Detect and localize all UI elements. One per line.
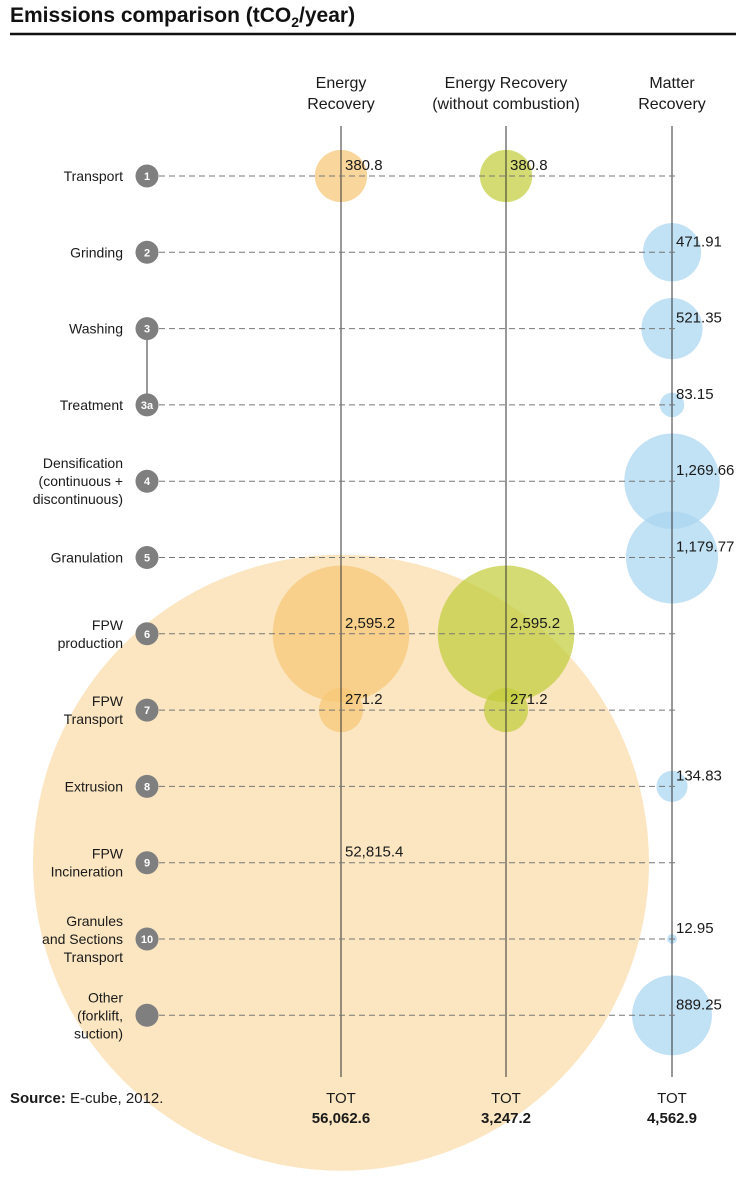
chart-title-main: Emissions comparison (tCO	[10, 4, 291, 27]
row-label-10-line-2: Incineration	[51, 864, 123, 880]
value-label-row-7-energy_nc: 2,595.2	[510, 615, 560, 632]
chart-title: Emissions comparison (tCO2/year)	[10, 4, 355, 30]
step-marker-2	[135, 240, 159, 264]
total-label-energy: TOT	[326, 1090, 356, 1107]
step-number-4: 3a	[141, 400, 154, 412]
step-marker-7	[135, 622, 159, 646]
row-label-8-line-2: Transport	[64, 711, 124, 727]
value-label-row-1-energy: 380.8	[345, 157, 383, 174]
value-label-row-5-matter: 1,269.66	[676, 462, 734, 479]
chart-title-subscript: 2	[291, 14, 299, 30]
step-number-10: 9	[144, 858, 150, 870]
total-value-matter: 4,562.9	[647, 1110, 697, 1127]
value-label-row-8-energy: 271.2	[345, 691, 383, 708]
row-label-12-line-2: (forklift,	[77, 1007, 123, 1023]
step-number-11: 10	[141, 934, 153, 946]
step-marker-8	[135, 698, 159, 722]
column-header-matter-line-2: Recovery	[638, 96, 706, 113]
chart-title-end: /year)	[299, 4, 355, 27]
value-label-row-1-energy_nc: 380.8	[510, 157, 548, 174]
total-label-energy_nc: TOT	[491, 1090, 521, 1107]
guide-lines-layer	[146, 126, 675, 1077]
value-label-row-2-matter: 471.91	[676, 233, 722, 250]
row-label-1-line-1: Transport	[64, 168, 124, 184]
row-label-6-line-1: Granulation	[51, 550, 123, 566]
value-label-row-9-matter: 134.83	[676, 767, 722, 784]
row-label-8-line-1: FPW	[92, 693, 124, 709]
step-number-7: 6	[144, 629, 150, 641]
step-markers-layer: 1 2 3 3a 4 5 6 7 8 9 10	[135, 164, 159, 1027]
row-label-3-line-1: Washing	[69, 321, 123, 337]
row-label-5-line-3: discontinuous)	[33, 491, 123, 507]
step-marker-11	[135, 927, 159, 951]
source-bold: Source:	[10, 1090, 66, 1107]
step-marker-1	[135, 164, 159, 188]
total-label-matter: TOT	[657, 1090, 687, 1107]
column-header-energy_nc-line-2: (without combustion)	[432, 96, 580, 113]
row-label-11-line-2: and Sections	[42, 931, 123, 947]
step-marker-10	[135, 851, 159, 875]
source-text: E-cube, 2012.	[66, 1090, 164, 1107]
step-marker-9	[135, 774, 159, 798]
value-label-row-10-energy: 52,815.4	[345, 844, 403, 861]
step-marker-3	[135, 317, 159, 341]
step-number-5: 4	[144, 476, 151, 488]
step-marker-6	[135, 546, 159, 569]
step-marker-12	[135, 1003, 159, 1027]
step-number-2: 2	[144, 247, 150, 259]
value-label-row-7-energy: 2,595.2	[345, 615, 395, 632]
step-marker-5	[135, 469, 159, 493]
column-header-energy_nc-line-1: Energy Recovery	[445, 75, 568, 92]
step-number-8: 7	[144, 705, 150, 717]
row-label-9-line-1: Extrusion	[65, 778, 123, 794]
row-label-10-line-1: FPW	[92, 846, 124, 862]
row-label-7-line-2: production	[58, 635, 123, 651]
value-label-row-12-matter: 889.25	[676, 996, 722, 1013]
step-number-6: 5	[144, 553, 150, 565]
value-label-row-6-matter: 1,179.77	[676, 539, 734, 556]
value-label-row-3-matter: 521.35	[676, 310, 722, 327]
row-label-2-line-1: Grinding	[70, 244, 123, 260]
row-label-12-line-3: suction)	[74, 1025, 123, 1041]
value-label-row-8-energy_nc: 271.2	[510, 691, 548, 708]
row-label-11-line-3: Transport	[64, 949, 124, 965]
row-label-7-line-1: FPW	[92, 617, 124, 633]
row-label-12-line-1: Other	[88, 989, 123, 1005]
value-label-row-11-matter: 12.95	[676, 920, 714, 937]
labels-layer: Energy Recovery TOT 56,062.6 Energy Recovery…	[33, 75, 735, 1127]
row-label-4-line-1: Treatment	[60, 397, 123, 413]
source-note: Source: E-cube, 2012.	[10, 1090, 163, 1107]
total-value-energy_nc: 3,247.2	[481, 1110, 531, 1127]
total-value-energy: 56,062.6	[312, 1110, 370, 1127]
step-marker-4	[135, 393, 159, 417]
column-header-matter-line-1: Matter	[649, 75, 695, 92]
column-header-energy-line-1: Energy	[316, 75, 367, 92]
row-label-5-line-1: Densification	[43, 455, 123, 471]
value-label-row-4-matter: 83.15	[676, 386, 714, 403]
step-number-3: 3	[144, 324, 150, 336]
row-label-11-line-1: Granules	[66, 913, 123, 929]
step-number-1: 1	[144, 171, 150, 183]
step-number-9: 8	[144, 781, 150, 793]
row-label-5-line-2: (continuous +	[39, 473, 123, 489]
column-header-energy-line-2: Recovery	[307, 96, 375, 113]
